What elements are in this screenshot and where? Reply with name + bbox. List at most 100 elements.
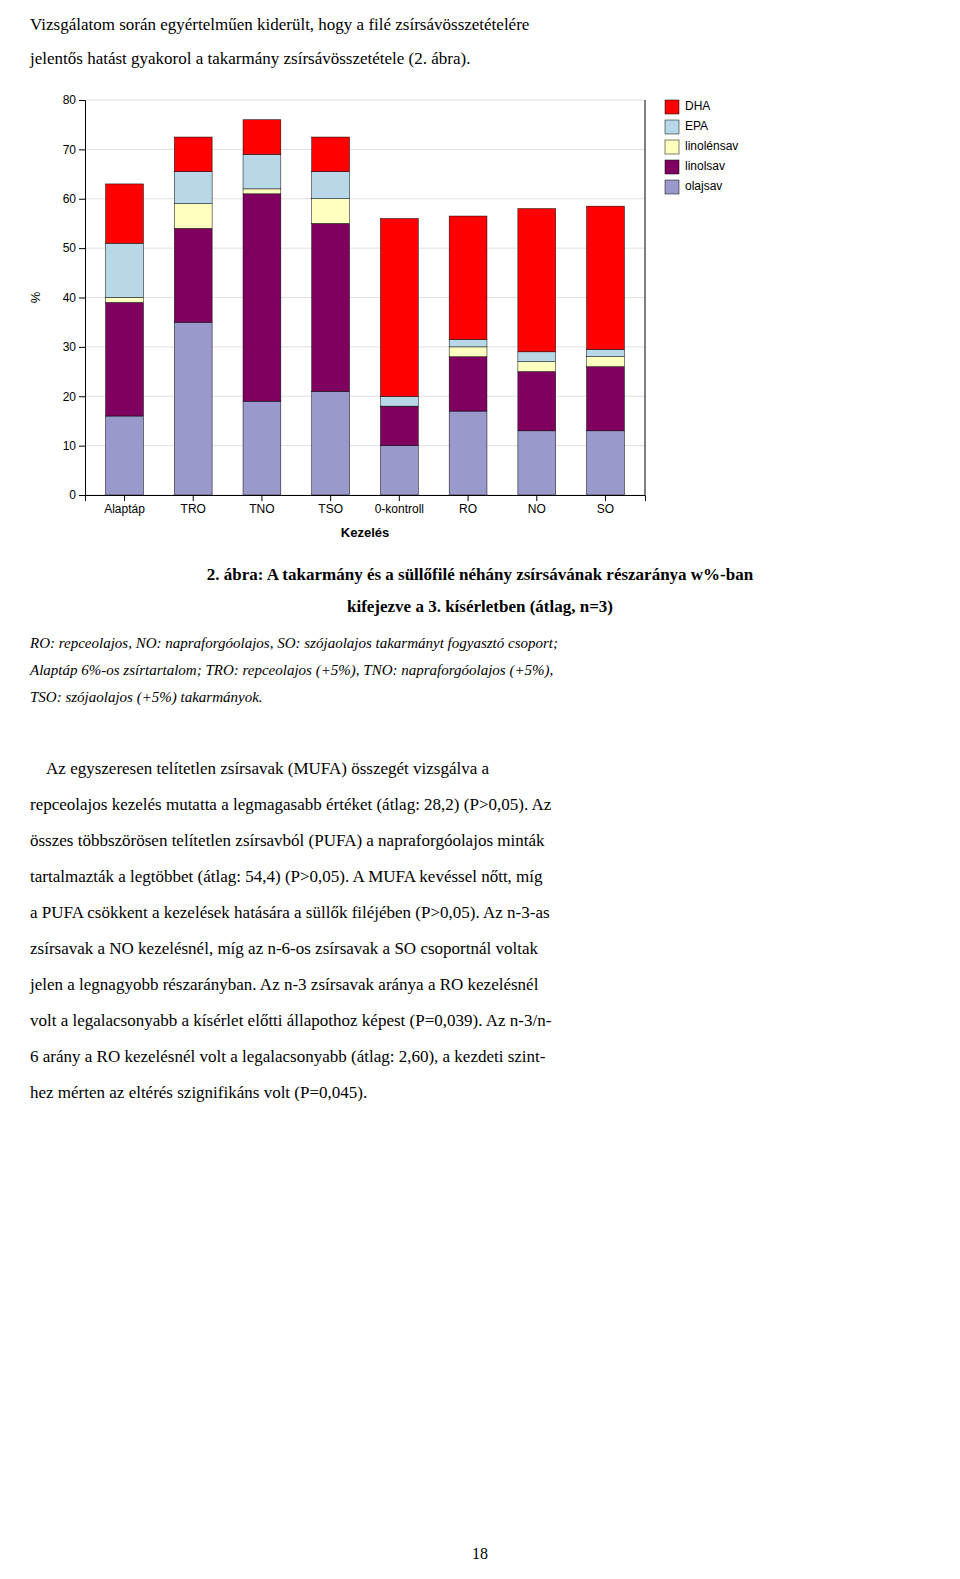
legend-swatch <box>665 160 679 174</box>
tick-label: SO <box>597 502 614 516</box>
tick: 0 <box>69 488 85 502</box>
legend-label: linolsav <box>685 159 725 173</box>
bar <box>312 172 350 199</box>
tick-label: TRO <box>181 502 206 516</box>
y-axis: 0 10 20 30 40 50 60 70 80 <box>63 93 86 502</box>
bar <box>243 120 281 155</box>
bar-series <box>106 120 625 397</box>
grid-line <box>85 346 645 347</box>
bar <box>380 219 418 397</box>
tick-label: 50 <box>63 241 77 255</box>
x-axis-title: Kezelés <box>341 525 389 540</box>
tick-mark <box>536 495 537 501</box>
tick-mark <box>79 347 85 348</box>
tick-label: 20 <box>63 390 77 404</box>
bar <box>587 357 625 367</box>
bar <box>106 243 144 297</box>
legend-swatch <box>665 100 679 114</box>
axis-domain <box>86 496 646 502</box>
legend: DHAEPAlinolénsavlinolsavolajsav <box>665 99 738 194</box>
figure-caption: kifejezve a 3. kísérletben (átlag, n=3) <box>347 597 613 616</box>
bar <box>380 446 418 495</box>
legend-item: EPA <box>665 119 708 134</box>
tick-label: 60 <box>63 192 77 206</box>
y-axis-title: % <box>28 291 43 303</box>
tick: SO <box>597 495 614 516</box>
bar <box>380 396 418 406</box>
bar <box>380 406 418 446</box>
bar <box>106 302 144 416</box>
tick-label: Alaptáp <box>104 502 145 516</box>
tick-mark <box>79 248 85 249</box>
bar <box>449 411 487 495</box>
tick-label: 70 <box>63 143 77 157</box>
bar <box>518 352 556 362</box>
bar <box>106 416 144 495</box>
tick-label: 40 <box>63 291 77 305</box>
legend-item: linolsav <box>665 159 725 174</box>
body-text: hez mérten az eltérés szignifikáns volt … <box>30 1083 367 1102</box>
tick-label: NO <box>528 502 546 516</box>
caption-note: TSO: szójaolajos (+5%) takarmányok. <box>30 689 263 706</box>
page-number: 18 <box>472 1545 488 1562</box>
intro-text: Vizsgálatom során egyértelműen kiderült,… <box>30 15 529 34</box>
tick-mark <box>399 495 400 501</box>
bar <box>449 357 487 411</box>
tick: TNO <box>249 495 274 516</box>
tick: 20 <box>63 390 85 404</box>
tick: RO <box>459 495 477 516</box>
tick-mark <box>79 495 85 496</box>
body-text: 6 arány a RO kezelésnél volt a legalacso… <box>30 1047 546 1066</box>
body-text: Az egyszeresen telítetlen zsírsavak (MUF… <box>30 759 489 778</box>
tick-mark <box>79 100 85 101</box>
tick-mark <box>468 495 469 501</box>
grid-line <box>85 149 645 150</box>
tick-label: TNO <box>249 502 274 516</box>
bar <box>174 228 212 322</box>
body-text: zsírsavak a NO kezelésnél, míg az n-6-os… <box>30 939 538 958</box>
x-axis: AlaptápTROTNOTSO0-kontrollRONOSO <box>86 495 646 516</box>
tick-mark <box>79 446 85 447</box>
bar <box>312 391 350 495</box>
grid <box>85 100 645 495</box>
grid-line <box>85 396 645 397</box>
bar <box>312 199 350 224</box>
body-text: tartalmazták a legtöbbet (átlag: 54,4) (… <box>30 867 543 886</box>
intro-text: jelentős hatást gyakorol a takarmány zsí… <box>29 49 470 68</box>
tick: 50 <box>63 241 85 255</box>
tick-label: TSO <box>318 502 343 516</box>
chart: 01020304050607080AlaptápTROTNOTSO0-kontr… <box>28 93 738 540</box>
tick-mark <box>79 199 85 200</box>
bar <box>587 206 625 349</box>
tick-label: RO <box>459 502 477 516</box>
bar <box>174 204 212 229</box>
tick-mark <box>330 495 331 501</box>
page: Vizsgálatom során egyértelműen kiderült,… <box>0 0 960 1579</box>
caption-note: Alaptáp 6%-os zsírtartalom; TRO: repceol… <box>29 662 553 679</box>
bar <box>312 137 350 172</box>
figure-caption: 2. ábra: A takarmány és a süllőfilé néhá… <box>207 565 754 584</box>
bar <box>174 137 212 172</box>
tick: 30 <box>63 340 85 354</box>
body-text: a PUFA csökkent a kezelések hatására a s… <box>30 903 550 922</box>
tick: NO <box>528 495 546 516</box>
legend-item: olajsav <box>665 179 722 194</box>
bar <box>518 209 556 352</box>
bar-series <box>106 194 625 446</box>
tick-label: 10 <box>63 439 77 453</box>
bar <box>243 154 281 189</box>
bar <box>449 216 487 339</box>
bar <box>106 298 144 303</box>
tick: 10 <box>63 439 85 453</box>
bar <box>518 431 556 495</box>
axis-frame <box>645 100 646 495</box>
tick-label: 0 <box>69 488 76 502</box>
tick: 80 <box>63 93 85 107</box>
bar <box>312 223 350 391</box>
legend-label: linolénsav <box>685 139 738 153</box>
tick: TRO <box>181 495 206 516</box>
bar <box>518 372 556 431</box>
legend-swatch <box>665 180 679 194</box>
tick-mark <box>605 495 606 501</box>
grid-line <box>85 297 645 298</box>
